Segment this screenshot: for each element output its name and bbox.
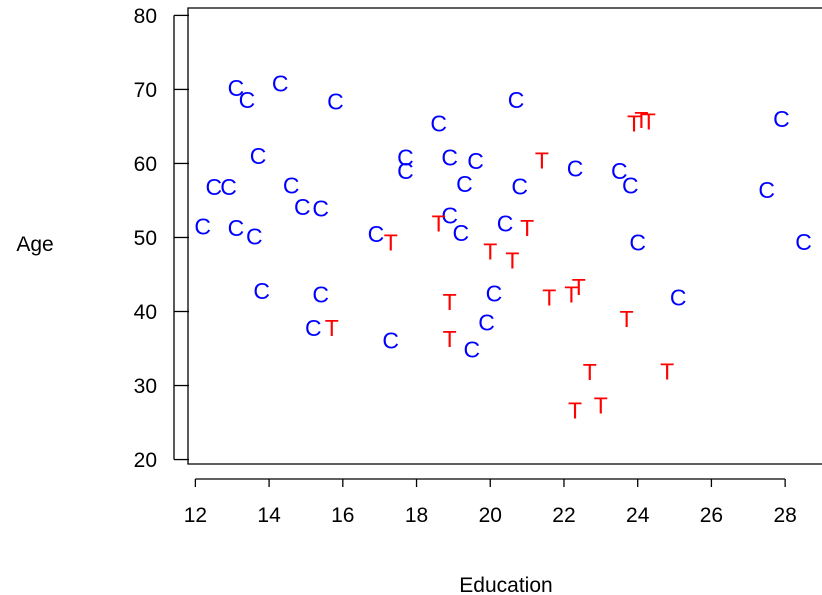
data-point-c: C xyxy=(228,215,245,241)
data-point-c: C xyxy=(441,202,458,228)
data-point-c: C xyxy=(670,284,687,310)
data-point-c: C xyxy=(246,224,263,250)
data-point-t: T xyxy=(620,306,634,332)
data-point-t: T xyxy=(568,398,582,424)
data-point-t: T xyxy=(542,284,556,310)
data-point-c: C xyxy=(611,158,628,184)
y-tick-label: 80 xyxy=(134,5,157,28)
data-point-c: C xyxy=(478,310,495,336)
data-point-c: C xyxy=(629,230,646,256)
x-axis-label: Education xyxy=(459,574,552,595)
data-point-c: C xyxy=(368,221,385,247)
x-tick-label: 28 xyxy=(773,504,796,527)
data-point-c: C xyxy=(430,110,447,136)
data-point-t: T xyxy=(443,326,457,352)
data-point-c: C xyxy=(622,173,639,199)
data-point-t: T xyxy=(432,210,446,236)
x-tick-label: 12 xyxy=(184,504,207,527)
data-point-t: T xyxy=(535,147,549,173)
y-tick-label: 20 xyxy=(134,449,157,472)
data-point-c: C xyxy=(456,171,473,197)
data-point-c: C xyxy=(441,145,458,171)
data-point-t: T xyxy=(325,315,339,341)
y-tick-label: 40 xyxy=(134,301,157,324)
data-point-c: C xyxy=(773,106,790,132)
data-point-c: C xyxy=(397,145,414,171)
data-point-c: C xyxy=(205,174,222,200)
y-tick-label: 50 xyxy=(134,227,157,250)
data-point-c: C xyxy=(382,327,399,353)
data-point-t: T xyxy=(642,108,656,134)
data-point-c: C xyxy=(758,177,775,203)
y-axis-label: Age xyxy=(16,233,53,256)
data-point-c: C xyxy=(220,174,237,200)
data-point-c: C xyxy=(452,220,469,246)
data-point-c: C xyxy=(272,71,289,97)
data-point-c: C xyxy=(228,75,245,101)
plot-border xyxy=(187,7,822,465)
data-point-c: C xyxy=(327,88,344,114)
data-point-c: C xyxy=(294,194,311,220)
data-point-t: T xyxy=(634,107,648,133)
data-point-c: C xyxy=(467,148,484,174)
data-point-t: T xyxy=(520,215,534,241)
data-point-t: T xyxy=(505,247,519,273)
data-point-c: C xyxy=(253,278,270,304)
y-tick-label: 30 xyxy=(134,375,157,398)
data-point-c: C xyxy=(397,158,414,184)
data-point-t: T xyxy=(564,281,578,307)
data-point-t: T xyxy=(384,230,398,256)
data-point-c: C xyxy=(239,87,256,113)
data-point-c: C xyxy=(283,173,300,199)
data-point-t: T xyxy=(627,110,641,136)
data-point-c: C xyxy=(511,173,528,199)
data-point-c: C xyxy=(464,336,481,362)
x-tick-label: 16 xyxy=(331,504,354,527)
data-point-c: C xyxy=(795,229,812,255)
data-point-c: C xyxy=(567,156,584,182)
data-point-t: T xyxy=(583,359,597,385)
data-point-c: C xyxy=(194,213,211,239)
data-point-c: C xyxy=(486,281,503,307)
data-point-t: T xyxy=(594,393,608,419)
x-tick-label: 14 xyxy=(257,504,281,527)
y-tick-label: 70 xyxy=(134,79,157,102)
data-point-t: T xyxy=(572,274,586,300)
data-point-c: C xyxy=(305,315,322,341)
data-point-c: C xyxy=(312,196,329,222)
data-point-c: C xyxy=(250,143,267,169)
x-tick-label: 26 xyxy=(700,504,723,527)
x-tick-label: 18 xyxy=(405,504,428,527)
x-tick-label: 24 xyxy=(626,504,650,527)
data-point-c: C xyxy=(508,87,525,113)
data-point-t: T xyxy=(660,358,674,384)
data-point-c: C xyxy=(312,281,329,307)
data-point-t: T xyxy=(483,239,497,265)
y-tick-label: 60 xyxy=(134,153,157,176)
data-point-t: T xyxy=(443,289,457,315)
data-point-c: C xyxy=(497,210,514,236)
x-tick-label: 20 xyxy=(479,504,502,527)
x-tick-label: 22 xyxy=(552,504,575,527)
